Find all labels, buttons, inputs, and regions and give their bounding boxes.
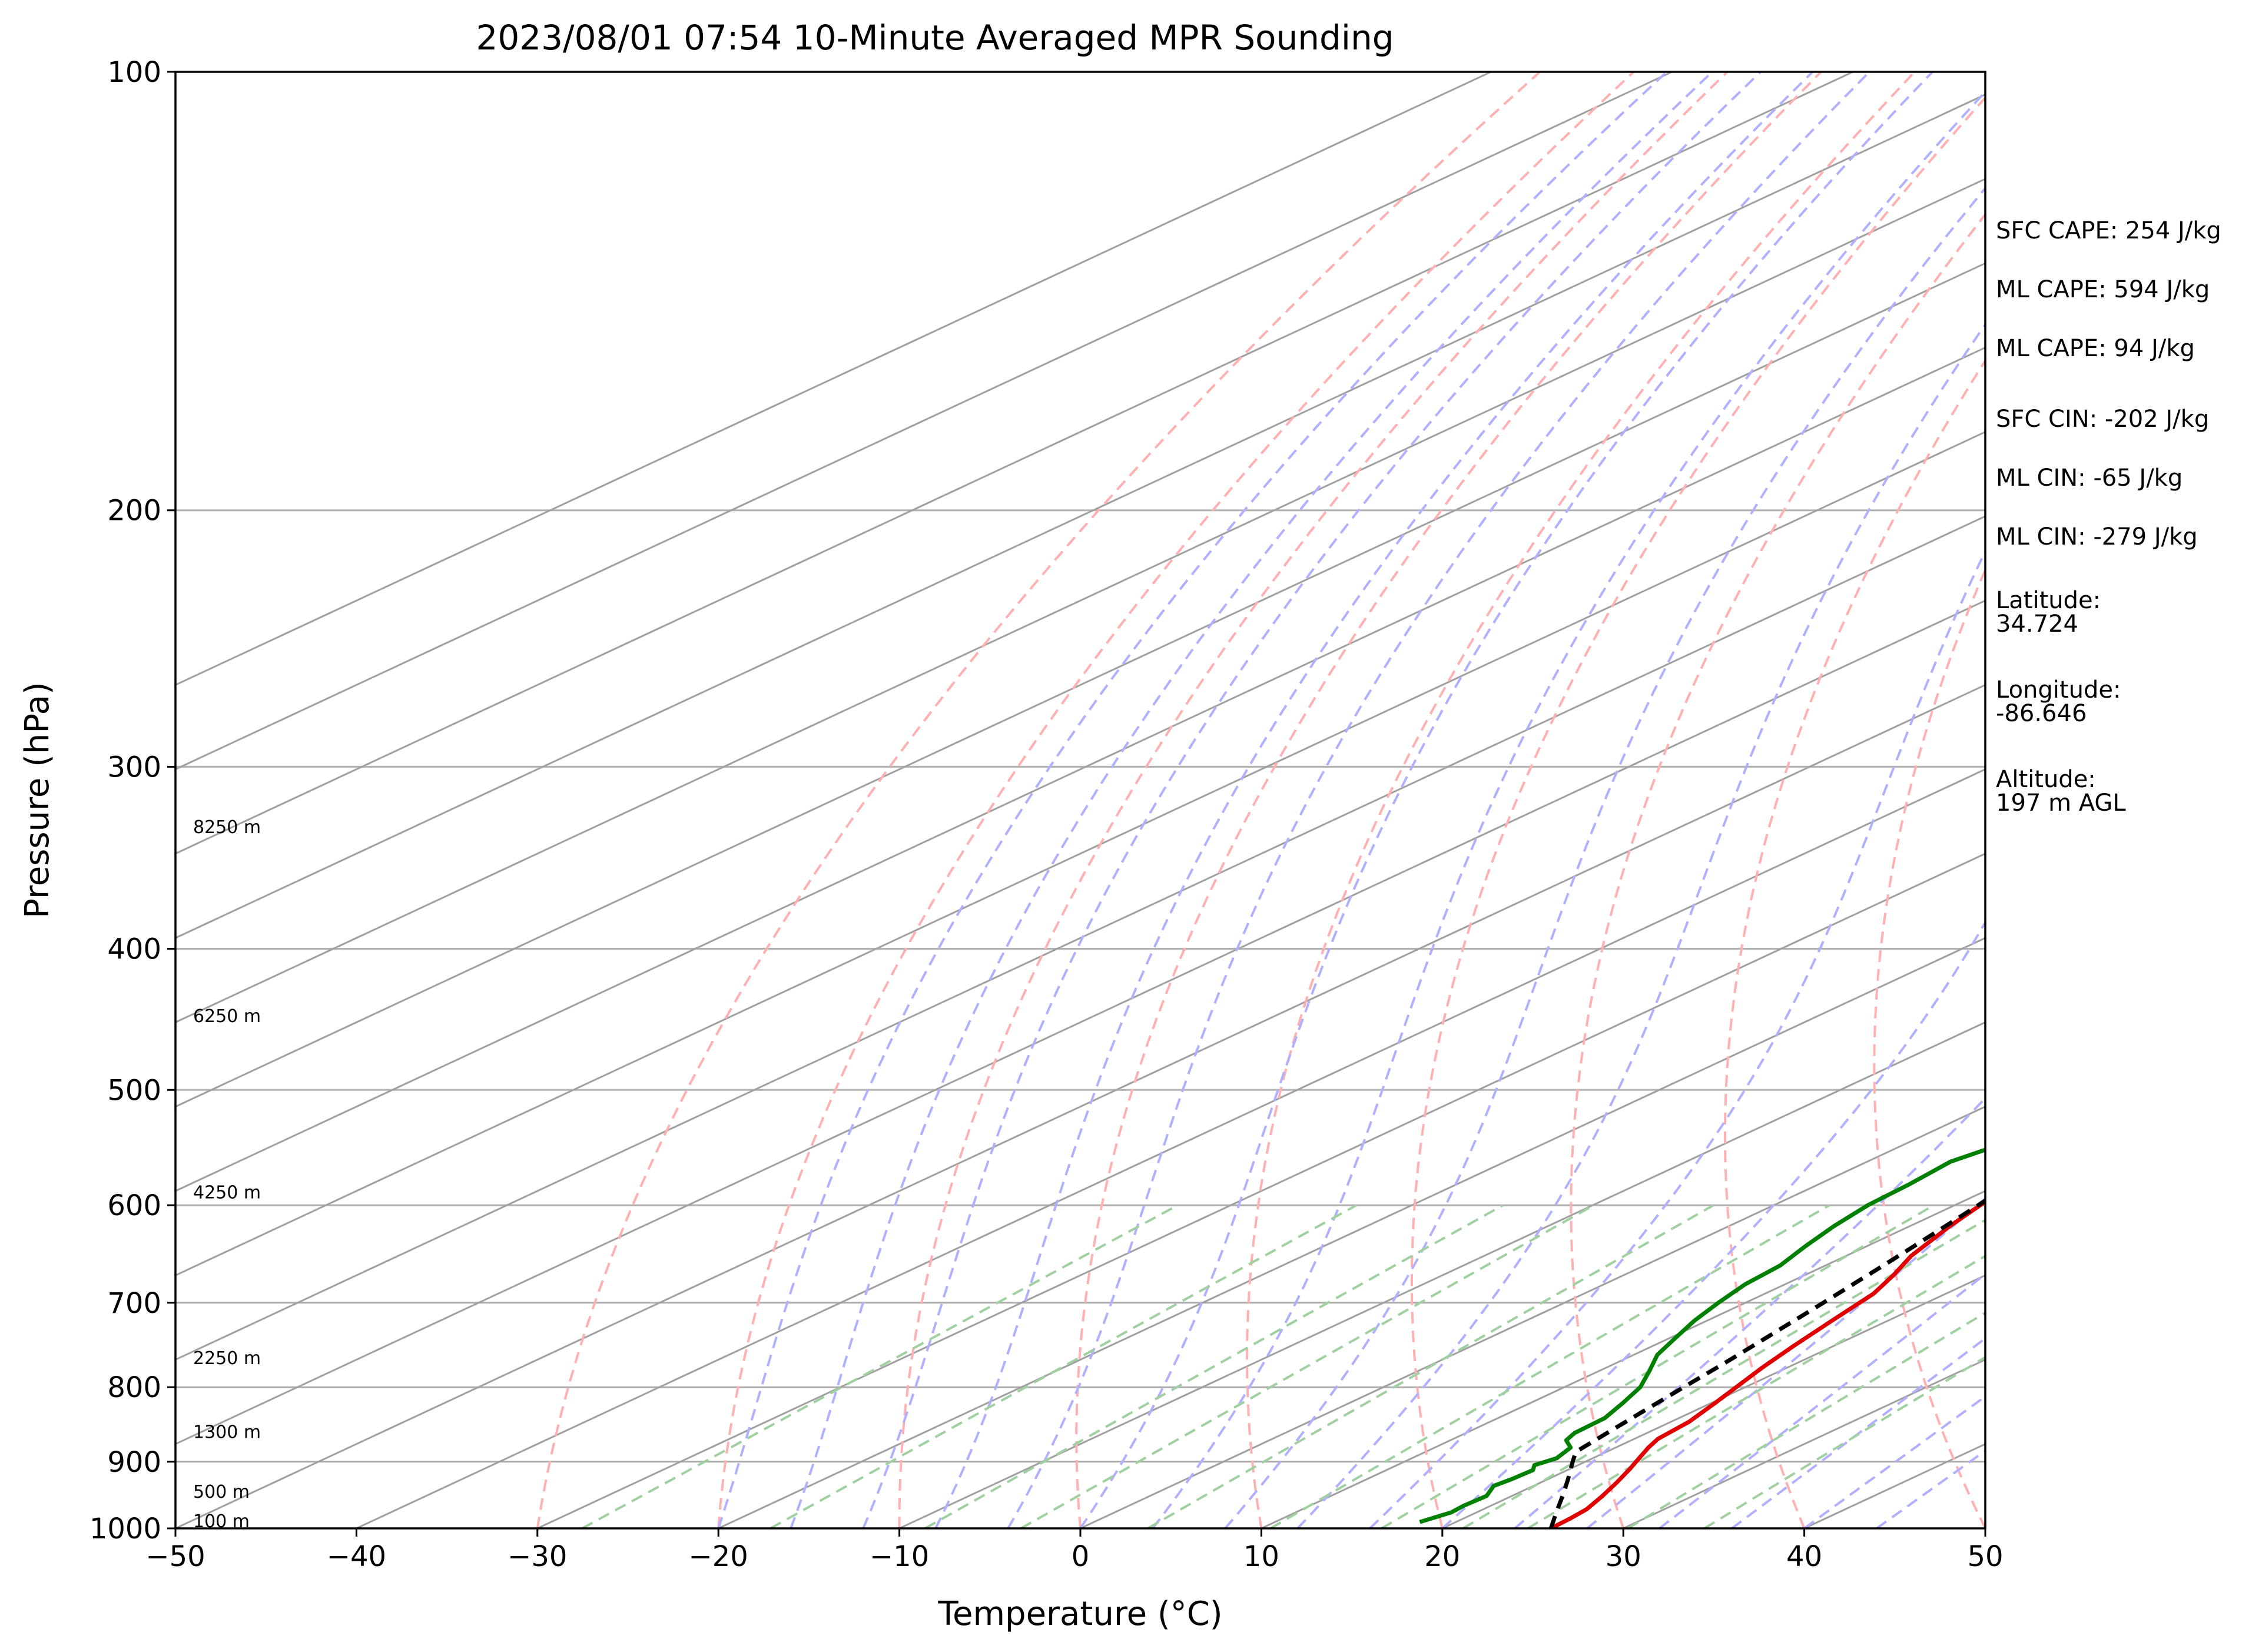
chart-title: 2023/08/01 07:54 10-Minute Averaged MPR …: [476, 18, 1394, 58]
moist-adiabat-line: [934, 72, 1814, 1528]
mixing-ratio-line: [770, 1204, 1357, 1528]
height-label: 4250 m: [193, 1182, 261, 1203]
sfc-cape-label: SFC CAPE: 254 J/kg: [1996, 217, 2221, 244]
isotherm-line: [175, 346, 1985, 1192]
isotherm-line: [175, 72, 1492, 686]
height-label: 6250 m: [193, 1006, 261, 1027]
mixing-ratio-line: [924, 1204, 1504, 1528]
moist-adiabat-line: [1007, 72, 1870, 1528]
y-axis-label: Pressure (hPa): [18, 682, 57, 918]
mixing-ratio-line: [1270, 1204, 1830, 1528]
isotherm-line: [175, 262, 1985, 1108]
plot-area: [175, 72, 1985, 1528]
height-label: 100 m: [193, 1511, 250, 1532]
moist-adiabat-line: [1731, 1336, 1985, 1528]
y-tick-label: 600: [107, 1189, 161, 1222]
dry-adiabat-line: [898, 72, 1729, 1528]
isotherm-line: [175, 178, 1985, 1024]
x-tick-label: 40: [1786, 1540, 1822, 1573]
info-panel: SFC CAPE: 254 J/kg ML CAPE: 594 J/kg ML …: [1996, 219, 2221, 815]
moist-adiabat-line: [1803, 1395, 1985, 1528]
isotherm-line: [175, 430, 1985, 1276]
mixing-ratio-line: [1147, 1204, 1714, 1528]
mixing-ratio-line: [1527, 1255, 1985, 1528]
moist-adiabat-line: [1224, 186, 1985, 1528]
parcel-path-line: [1548, 1198, 1985, 1528]
mixing-ratio-line: [1020, 1204, 1594, 1528]
sounding-series: [1419, 1147, 1985, 1528]
isotherm-line: [1080, 1106, 1985, 1528]
x-tick-label: 10: [1243, 1540, 1279, 1573]
x-tick-label: −40: [327, 1540, 386, 1573]
dry-adiabat-line: [536, 72, 1541, 1528]
mixing-ratio-line: [1627, 1311, 1985, 1528]
mixing-ratio-line: [1381, 1204, 1935, 1528]
mixing-ratio-line: [1462, 1218, 1985, 1528]
ml-cape-label: ML CAPE: 594 J/kg: [1996, 276, 2210, 303]
x-tick-label: 0: [1072, 1540, 1090, 1573]
x-tick-label: 50: [1967, 1540, 2003, 1573]
moist-adiabat-line: [862, 72, 1762, 1528]
y-tick-label: 100: [107, 56, 161, 89]
mixing-ratio-line: [1703, 1355, 1985, 1528]
longitude-label: Longitude: -86.646: [1996, 676, 2121, 727]
y-tick-label: 800: [107, 1371, 161, 1404]
isotherm-line: [537, 852, 1985, 1528]
y-tick-label: 700: [107, 1287, 161, 1320]
x-tick-label: −20: [689, 1540, 748, 1573]
x-tick-label: −50: [145, 1540, 205, 1573]
isotherm-line: [718, 937, 1985, 1528]
dry-adiabat-line: [1410, 95, 1985, 1528]
isotherm-line: [898, 1021, 1985, 1528]
isotherm-line: [1442, 1274, 1985, 1528]
x-tick-label: 30: [1606, 1540, 1641, 1573]
y-tick-label: 1000: [89, 1512, 161, 1545]
dewpoint-profile-line: [1419, 1147, 1985, 1524]
isotherm-line: [356, 768, 1985, 1528]
moist-adiabat-line: [1369, 548, 1985, 1528]
isotherm-line: [175, 72, 1854, 855]
axis-ticks: −50 −40 −30 −20 −10 0 10 20 30 40 50 1000 900 800 700 6…: [89, 56, 2004, 1573]
y-tick-label: 300: [107, 751, 161, 784]
moist-adiabat-line: [717, 72, 1668, 1528]
moist-adiabat-line: [1079, 72, 1933, 1528]
y-tick-label: 400: [107, 933, 161, 966]
height-label: 8250 m: [193, 817, 261, 838]
x-tick-label: 20: [1424, 1540, 1460, 1573]
isotherm-line: [175, 684, 1985, 1528]
height-labels: 100 m 500 m 1300 m 2250 m 4250 m 6250 m 8250 m: [193, 817, 261, 1532]
ml-cape-label-2: ML CAPE: 94 J/kg: [1996, 335, 2195, 362]
temperature-profile-line: [1550, 1199, 1985, 1528]
height-label: 2250 m: [193, 1348, 261, 1369]
isotherm-line: [175, 515, 1985, 1361]
x-axis-label: Temperature (°C): [937, 1595, 1222, 1633]
height-label: 500 m: [193, 1482, 250, 1502]
ml-cin-label-2: ML CIN: -279 J/kg: [1996, 523, 2198, 550]
dry-adiabat-line: [717, 72, 1635, 1528]
moist-adiabat-line: [1441, 920, 1985, 1528]
reference-lines: [175, 72, 1985, 1528]
plot-background: [175, 72, 1985, 1528]
x-tick-label: −10: [870, 1540, 929, 1573]
moist-adiabat-line: [1152, 90, 1985, 1528]
moist-adiabat-line: [790, 72, 1713, 1528]
ml-cin-label: ML CIN: -65 J/kg: [1996, 465, 2183, 492]
height-label: 1300 m: [193, 1422, 261, 1443]
isotherm-line: [175, 93, 1985, 939]
isotherm-line: [175, 599, 1985, 1445]
y-tick-label: 200: [107, 495, 161, 528]
moist-adiabat-line: [1296, 322, 1985, 1528]
x-tick-label: −30: [508, 1540, 567, 1573]
y-tick-label: 900: [107, 1446, 161, 1479]
y-tick-label: 500: [107, 1074, 161, 1107]
dry-adiabat-line: [1075, 72, 1822, 1528]
isotherm-line: [1261, 1190, 1985, 1528]
dry-adiabat-line: [1723, 358, 1985, 1528]
altitude-label: Altitude: 197 m AGL: [1996, 766, 2126, 817]
isotherm-line: [175, 72, 1673, 771]
latitude-label: Latitude: 34.724: [1996, 587, 2101, 638]
sfc-cin-label: SFC CIN: -202 J/kg: [1996, 406, 2210, 433]
